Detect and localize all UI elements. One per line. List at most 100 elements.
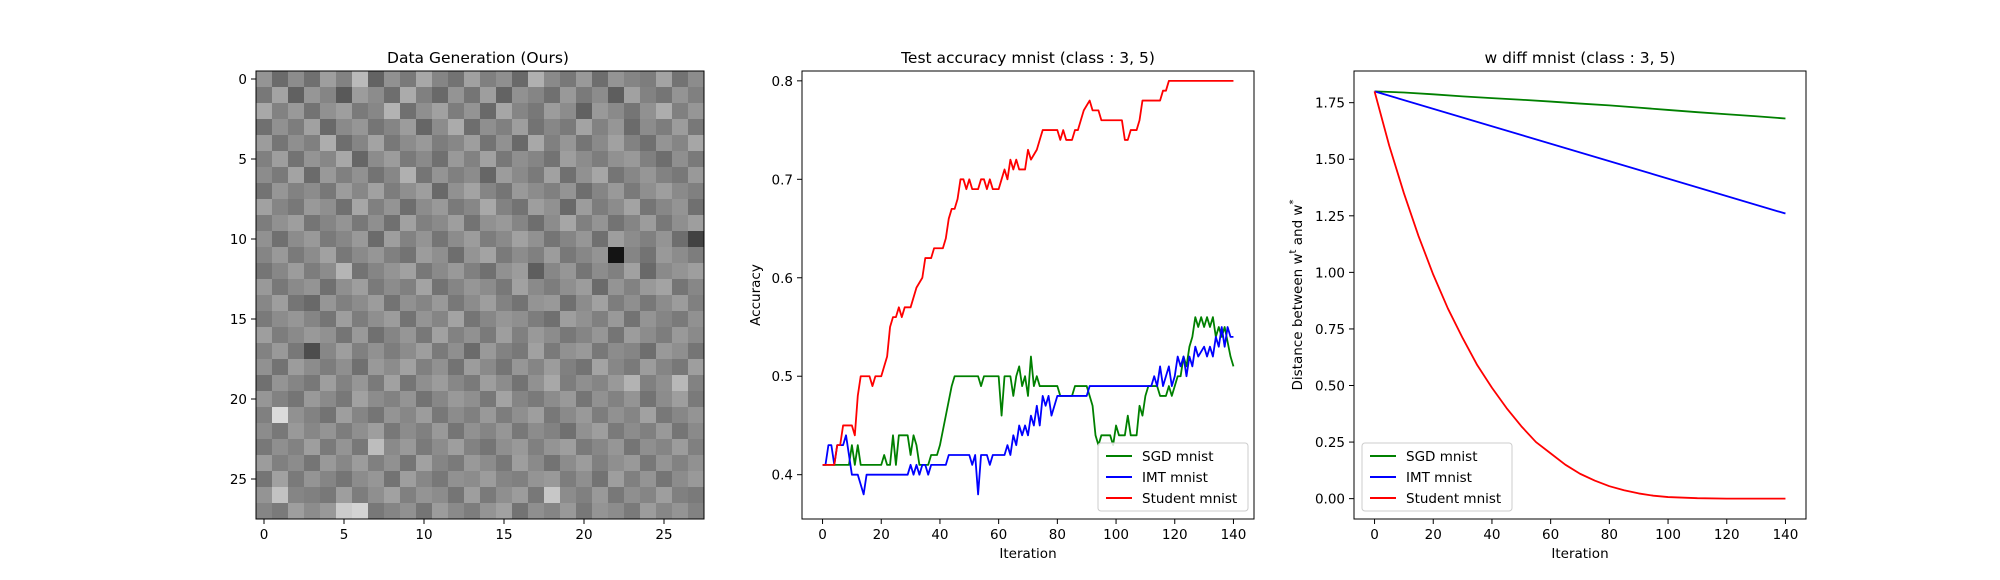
heatmap-cell [688, 455, 705, 472]
accuracy-series-line-1 [822, 326, 1234, 496]
heatmap-cell [464, 279, 481, 296]
heatmap-cell [288, 167, 305, 184]
heatmap-cell [608, 311, 625, 328]
heatmap-cell [368, 263, 385, 280]
heatmap-cell [496, 135, 513, 152]
heatmap-cell [656, 407, 673, 424]
heatmap-cell [336, 71, 353, 88]
heatmap-cell [672, 439, 689, 456]
heatmap-cell [544, 327, 561, 344]
heatmap-cell [688, 103, 705, 120]
heatmap-cell [608, 279, 625, 296]
heatmap-cell [592, 183, 609, 200]
heatmap-cell [320, 279, 337, 296]
heatmap-cell [480, 327, 497, 344]
heatmap-cell [368, 503, 385, 520]
heatmap-cell [384, 151, 401, 168]
accuracy-x-tick-label: 60 [990, 527, 1007, 543]
heatmap-cell [400, 103, 417, 120]
wdiff-y-tick-label: 1.25 [1315, 209, 1345, 225]
heatmap-cell [320, 295, 337, 312]
heatmap-cell [320, 471, 337, 488]
heatmap-cell [480, 455, 497, 472]
heatmap-cell [352, 199, 369, 216]
heatmap-cell [288, 503, 305, 520]
heatmap-cell [256, 391, 273, 408]
heatmap-cell [576, 503, 593, 520]
heatmap-cell [592, 151, 609, 168]
heatmap-cell [688, 87, 705, 104]
heatmap-cell [448, 439, 465, 456]
heatmap-cell [608, 359, 625, 376]
heatmap-cell [256, 71, 273, 88]
heatmap-cell [624, 391, 641, 408]
heatmap-cell [560, 71, 577, 88]
heatmap-cell [400, 119, 417, 136]
heatmap-cell [400, 423, 417, 440]
heatmap-cell [640, 215, 657, 232]
heatmap-cell [624, 327, 641, 344]
wdiff-y-tick-label: 1.75 [1315, 96, 1345, 112]
heatmap-cell [560, 279, 577, 296]
heatmap-cell [688, 167, 705, 184]
heatmap-cell [320, 231, 337, 248]
heatmap-cell [528, 423, 545, 440]
heatmap-cell [400, 183, 417, 200]
heatmap-cell [512, 183, 529, 200]
heatmap-cell [368, 471, 385, 488]
heatmap-cell [304, 151, 321, 168]
heatmap-cell [592, 263, 609, 280]
heatmap-cell [288, 279, 305, 296]
heatmap-cell [544, 439, 561, 456]
wdiff-y-tick-label: 0.00 [1315, 492, 1345, 508]
heatmap-cell [560, 183, 577, 200]
heatmap-cell [448, 119, 465, 136]
heatmap-cell [496, 391, 513, 408]
heatmap-cell [544, 135, 561, 152]
heatmap-cell [640, 231, 657, 248]
heatmap-cell [352, 263, 369, 280]
heatmap-cell [448, 407, 465, 424]
heatmap-cell [624, 487, 641, 504]
heatmap-cell [608, 199, 625, 216]
heatmap-cell [384, 327, 401, 344]
heatmap-cell [624, 103, 641, 120]
heatmap-cell [544, 263, 561, 280]
wdiff-x-tick-label: 0 [1370, 527, 1379, 543]
heatmap-cell [320, 503, 337, 520]
heatmap-cell [384, 263, 401, 280]
heatmap-cell [256, 135, 273, 152]
heatmap-cell [608, 71, 625, 88]
heatmap-cell [576, 455, 593, 472]
heatmap-cell [384, 183, 401, 200]
heatmap-cell [592, 455, 609, 472]
heatmap-cell [544, 167, 561, 184]
wdiff-x-label: Iteration [1551, 546, 1608, 562]
heatmap-cell [480, 247, 497, 264]
heatmap-cell [480, 295, 497, 312]
heatmap-cell [480, 359, 497, 376]
heatmap-cell [576, 295, 593, 312]
heatmap-cell [624, 359, 641, 376]
heatmap-cell [432, 167, 449, 184]
accuracy-legend: SGD mnist IMT mnist Student mnist [1097, 442, 1249, 512]
heatmap-cell [624, 119, 641, 136]
heatmap-cell [544, 295, 561, 312]
heatmap-cell [448, 375, 465, 392]
heatmap-cell [384, 439, 401, 456]
heatmap-cell [688, 215, 705, 232]
heatmap-cell [336, 295, 353, 312]
heatmap-cell [512, 311, 529, 328]
accuracy-legend-student: Student mnist [1142, 491, 1237, 507]
heatmap-cell [336, 263, 353, 280]
heatmap-cell [528, 87, 545, 104]
heatmap-cell [480, 311, 497, 328]
heatmap-cell [656, 151, 673, 168]
heatmap-cell [448, 311, 465, 328]
heatmap-cell [272, 279, 289, 296]
heatmap-cell [480, 215, 497, 232]
heatmap-cell [496, 487, 513, 504]
heatmap-cell [560, 135, 577, 152]
heatmap-cell [512, 455, 529, 472]
heatmap-cell [288, 71, 305, 88]
